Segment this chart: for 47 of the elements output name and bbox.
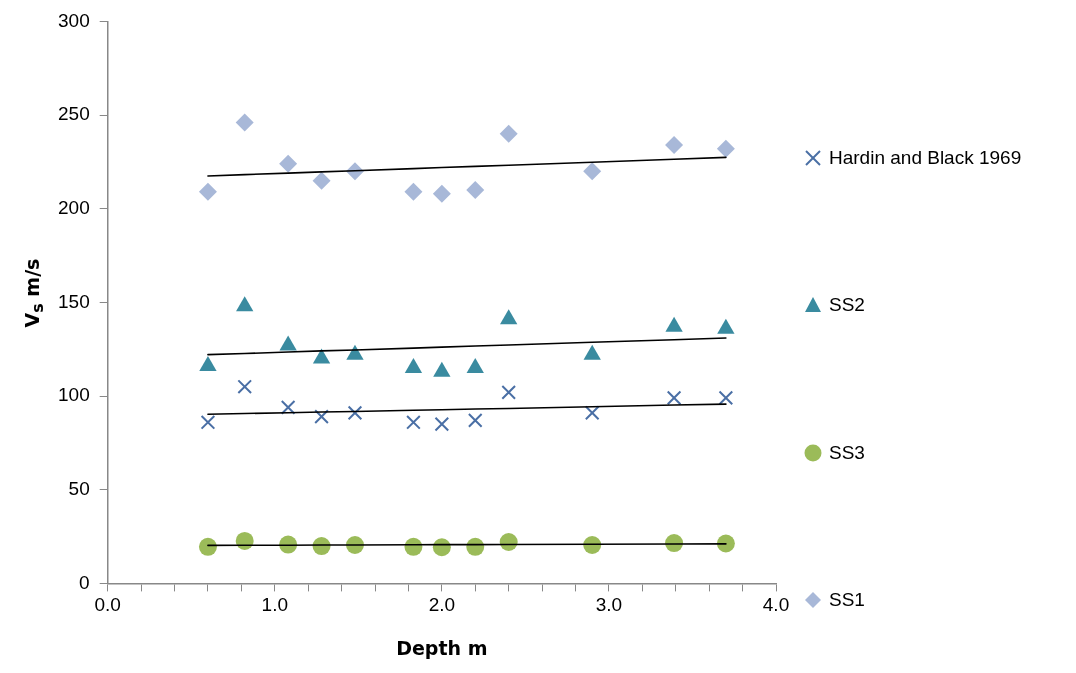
point — [200, 414, 216, 430]
y-tick-label: 200 — [58, 196, 90, 218]
point — [499, 533, 518, 551]
x-tick-label: 3.0 — [595, 594, 623, 616]
point — [236, 296, 254, 312]
y-tick-label: 100 — [58, 384, 90, 406]
x-tick-label: 0.0 — [94, 594, 121, 616]
point — [466, 181, 485, 199]
point — [584, 405, 600, 421]
x-tick-label: 2.0 — [428, 594, 456, 616]
point — [432, 538, 451, 557]
point — [583, 162, 602, 181]
legend-label: SS1 — [829, 588, 865, 611]
line-series — [207, 403, 727, 416]
x-tick-label: 4.0 — [762, 594, 790, 616]
point — [199, 356, 217, 372]
point — [666, 390, 682, 406]
legend-label: SS3 — [829, 441, 865, 464]
y-tick-label: 300 — [58, 9, 90, 31]
x-tick-label: 1.0 — [261, 594, 288, 616]
legend-label: Hardin and Black 1969 — [829, 147, 1022, 169]
y-tick-label: 150 — [58, 290, 90, 312]
point — [314, 409, 329, 425]
point — [312, 171, 331, 190]
point — [404, 182, 423, 201]
point — [501, 384, 517, 400]
legend-label: SS2 — [829, 294, 865, 317]
point — [347, 405, 363, 421]
point — [434, 416, 450, 432]
point — [718, 390, 734, 406]
y-tick-label: 50 — [68, 477, 90, 499]
point — [198, 182, 217, 201]
point — [665, 136, 684, 155]
point — [406, 414, 421, 430]
point — [467, 413, 483, 428]
x-axis-title: Depth m — [396, 636, 488, 659]
point — [432, 184, 451, 203]
y-tick-label: 0 — [79, 571, 90, 593]
point — [279, 154, 298, 173]
point — [198, 537, 217, 556]
y-tick-label: 250 — [58, 103, 90, 125]
point — [280, 399, 296, 415]
point — [237, 379, 253, 395]
point — [235, 113, 254, 132]
point — [499, 124, 518, 143]
point — [466, 537, 485, 556]
point — [716, 139, 735, 158]
